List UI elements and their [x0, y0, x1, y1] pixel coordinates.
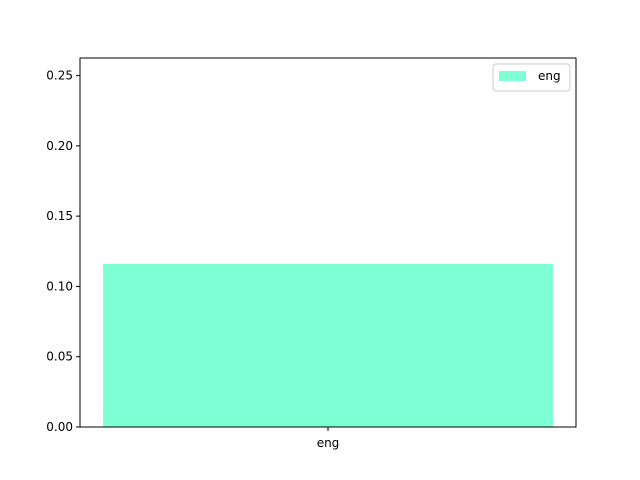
y-tick-label: 0.25	[46, 69, 73, 83]
bar-eng-eng	[103, 263, 553, 427]
y-tick-label: 0.20	[46, 139, 73, 153]
legend: eng	[492, 63, 571, 92]
x-tick-label: eng	[317, 436, 340, 450]
legend-box	[492, 63, 571, 92]
x-axis: eng	[317, 427, 340, 450]
y-tick-label: 0.05	[46, 350, 73, 364]
y-tick-label: 0.15	[46, 209, 73, 223]
y-tick-label: 0.00	[46, 420, 73, 434]
legend-label: eng	[538, 69, 561, 83]
y-tick-label: 0.10	[46, 279, 73, 293]
bars-layer	[103, 263, 553, 427]
axes-frame	[79, 57, 577, 428]
y-axis: 0.00 0.05 0.10 0.15 0.20 0.25	[46, 69, 80, 434]
legend-swatch	[499, 71, 526, 81]
